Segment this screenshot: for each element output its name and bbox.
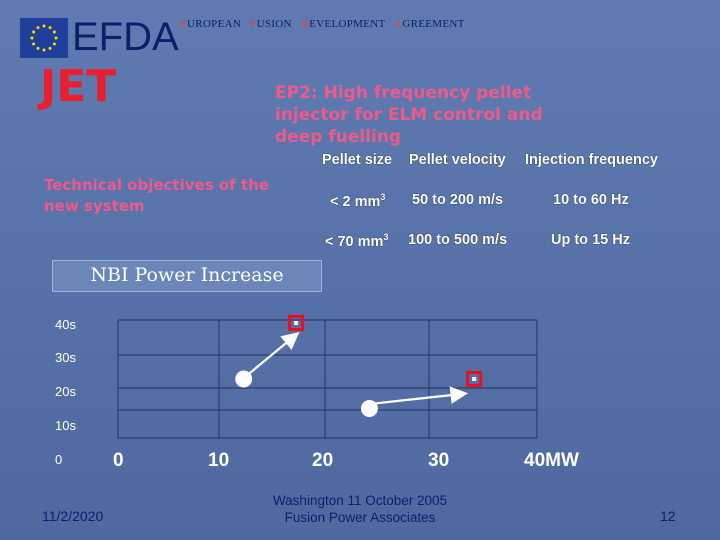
eu-flag-logo	[20, 18, 68, 58]
trend-arrow	[247, 331, 300, 375]
footer-event-line: Washington 11 October 2005	[272, 493, 448, 508]
y-tick-label: 40s	[55, 317, 76, 332]
page-number: 12	[660, 508, 676, 524]
y-tick-label: 30s	[55, 350, 76, 365]
table-header-size: Pellet size	[322, 152, 393, 168]
agreement-word: FUSION	[250, 18, 292, 30]
x-tick-label: 30	[428, 450, 450, 471]
x-tick-label: 10	[208, 450, 230, 471]
data-point-before	[235, 370, 253, 388]
jet-logo-text: JET	[40, 61, 117, 112]
y-tick-label: 10s	[55, 418, 76, 433]
footer-event-line: Fusion Power Associates	[284, 510, 436, 525]
data-point-after	[288, 314, 305, 331]
x-tick-label: 0	[113, 450, 124, 471]
data-point-after	[466, 371, 483, 387]
x-tick-label: 20	[312, 450, 334, 471]
agreement-word: AGREEMENT	[394, 18, 465, 30]
chart-title: NBI Power Increase	[90, 264, 284, 286]
footer-event: Washington 11 October 2005 Fusion Power …	[250, 492, 470, 526]
nbi-title-box	[52, 260, 322, 292]
slide-title: EP2: High frequency pellet injector for …	[275, 83, 543, 147]
table-cell-frequency: 10 to 60 Hz	[553, 192, 629, 208]
agreement-word: EUROPEAN	[180, 18, 242, 30]
table-cell-size: < 70 mm3	[325, 232, 389, 250]
table-cell-velocity: 100 to 500 m/s	[408, 232, 508, 248]
objectives-heading: Technical objectives of the new system	[44, 176, 269, 215]
agreement-word: DEVELOPMENT	[300, 18, 386, 30]
y-tick-label: 0	[55, 452, 63, 467]
data-point-center	[472, 377, 477, 381]
table-cell-velocity: 50 to 200 m/s	[412, 192, 504, 208]
agreement-line: EUROPEAN FUSION DEVELOPMENT AGREEMENT	[180, 18, 465, 30]
table-header-frequency: Injection frequency	[525, 152, 658, 168]
table-header-velocity: Pellet velocity	[409, 152, 506, 168]
y-tick-label: 20s	[55, 384, 76, 399]
footer-date: 11/2/2020	[42, 508, 104, 524]
trend-arrow	[374, 386, 469, 405]
data-point-center	[294, 320, 299, 325]
table-cell-frequency: Up to 15 Hz	[551, 232, 630, 248]
data-point-before	[360, 400, 378, 417]
x-tick-label: 40MW	[524, 450, 579, 471]
efda-logo-text: EFDA	[72, 15, 179, 59]
table-cell-size: < 2 mm3	[330, 192, 386, 210]
